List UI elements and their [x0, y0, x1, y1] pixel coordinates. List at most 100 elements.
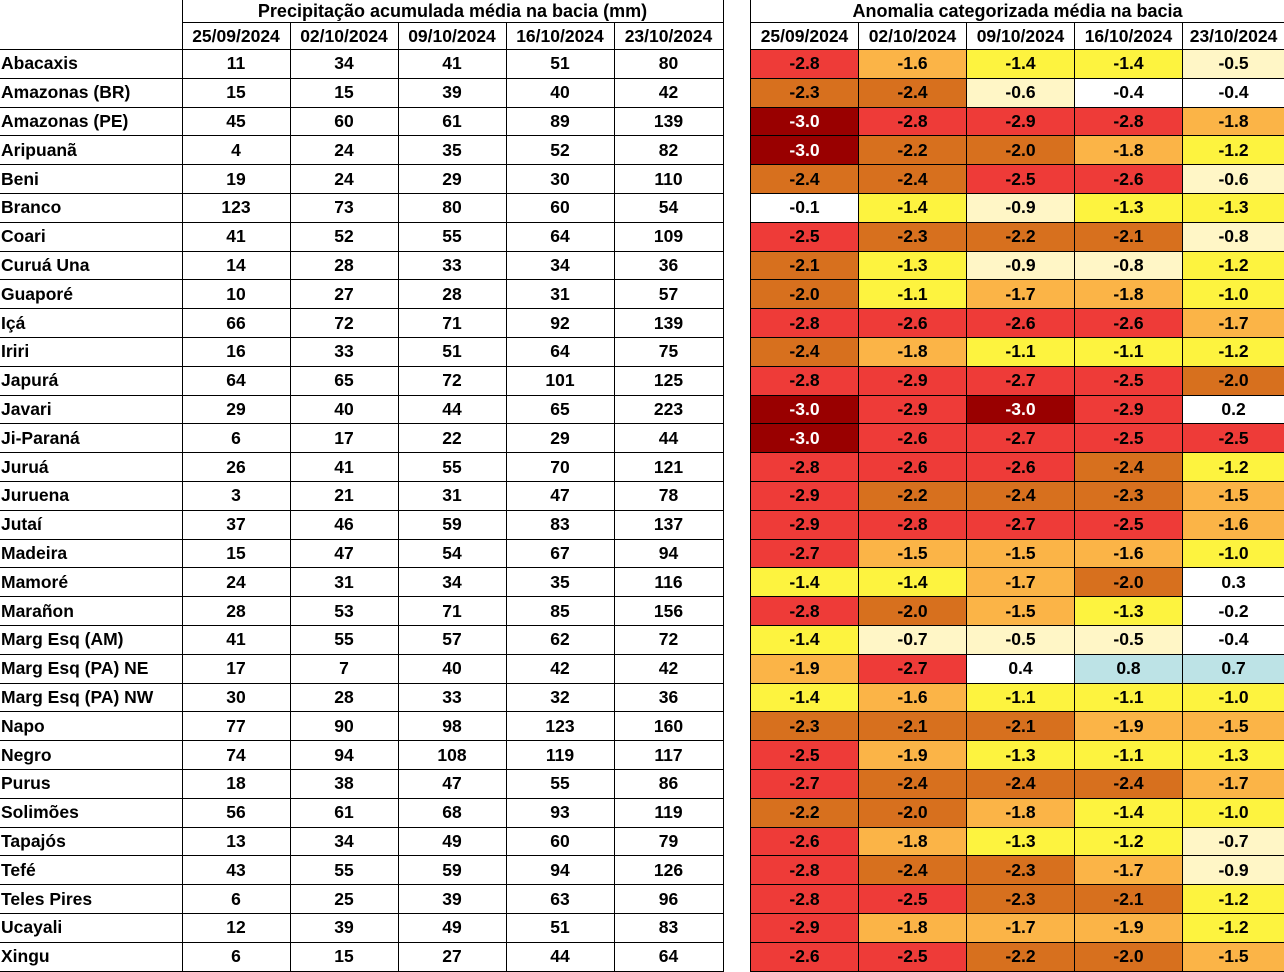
precip-cell: 30 — [506, 165, 614, 194]
precip-date-header: 16/10/2024 — [506, 23, 614, 50]
table-row: -2.3-2.4-0.6-0.4-0.4 — [751, 78, 1284, 107]
anom-date-header: 25/09/2024 — [751, 23, 859, 50]
anomaly-cell: -1.8 — [1183, 107, 1284, 136]
basin-name: Branco — [0, 193, 182, 222]
basin-name: Purus — [0, 769, 182, 798]
precip-cell: 40 — [506, 78, 614, 107]
anomaly-cell: -0.9 — [967, 251, 1075, 280]
anomaly-cell: -2.9 — [967, 107, 1075, 136]
anomaly-cell: -1.3 — [859, 251, 967, 280]
precip-cell: 65 — [506, 395, 614, 424]
table-row: -3.0-2.2-2.0-1.8-1.2 — [751, 136, 1284, 165]
anomaly-cell: -2.1 — [1075, 885, 1183, 914]
table-row: -2.8-2.6-2.6-2.4-1.2 — [751, 453, 1284, 482]
basin-name: Mamoré — [0, 568, 182, 597]
anomaly-cell: 0.8 — [1075, 654, 1183, 683]
anomaly-cell: -0.5 — [1075, 625, 1183, 654]
precip-cell: 94 — [290, 741, 398, 770]
precip-cell: 160 — [614, 712, 723, 741]
precip-cell: 62 — [506, 625, 614, 654]
anomaly-cell: -2.5 — [1183, 424, 1284, 453]
precip-cell: 41 — [182, 222, 290, 251]
anomaly-cell: -2.4 — [967, 769, 1075, 798]
precip-cell: 60 — [290, 107, 398, 136]
anomaly-cell: -2.7 — [967, 510, 1075, 539]
table-row: -2.1-1.3-0.9-0.8-1.2 — [751, 251, 1284, 280]
anomaly-cell: -2.5 — [967, 165, 1075, 194]
basin-name: Marg Esq (PA) NE — [0, 654, 182, 683]
precip-cell: 42 — [506, 654, 614, 683]
precip-cell: 41 — [182, 625, 290, 654]
anomaly-cell: -1.3 — [1075, 193, 1183, 222]
precip-cell: 123 — [182, 193, 290, 222]
anomaly-cell: -1.5 — [967, 597, 1075, 626]
anomaly-cell: -2.1 — [751, 251, 859, 280]
precip-cell: 34 — [506, 251, 614, 280]
anomaly-cell: -2.7 — [859, 654, 967, 683]
anomaly-cell: -1.2 — [1183, 337, 1284, 366]
precip-cell: 71 — [398, 309, 506, 338]
precip-cell: 27 — [290, 280, 398, 309]
anomaly-cell: -1.4 — [1075, 50, 1183, 79]
anomaly-cell: -1.4 — [1075, 798, 1183, 827]
anomaly-cell: -1.5 — [1183, 712, 1284, 741]
anomaly-cell: -1.1 — [967, 337, 1075, 366]
basin-name: Abacaxis — [0, 50, 182, 79]
basin-name: Ji-Paraná — [0, 424, 182, 453]
anomaly-cell: -0.6 — [1183, 165, 1284, 194]
precip-cell: 28 — [290, 251, 398, 280]
precip-cell: 86 — [614, 769, 723, 798]
precip-cell: 139 — [614, 107, 723, 136]
anomaly-cell: -1.0 — [1183, 683, 1284, 712]
anomaly-cell: -1.3 — [1183, 741, 1284, 770]
precip-cell: 29 — [506, 424, 614, 453]
precip-cell: 72 — [614, 625, 723, 654]
precip-cell: 11 — [182, 50, 290, 79]
precip-cell: 65 — [290, 366, 398, 395]
anomaly-cell: -1.3 — [1183, 193, 1284, 222]
anomaly-cell: -1.6 — [859, 50, 967, 79]
anomaly-cell: -1.0 — [1183, 280, 1284, 309]
anomaly-cell: -1.7 — [967, 280, 1075, 309]
precip-cell: 43 — [182, 856, 290, 885]
precip-cell: 61 — [398, 107, 506, 136]
anomaly-cell: -3.0 — [751, 107, 859, 136]
anomaly-cell: -2.5 — [1075, 366, 1183, 395]
anomaly-cell: -0.5 — [1183, 50, 1284, 79]
precip-cell: 92 — [506, 309, 614, 338]
precip-cell: 32 — [506, 683, 614, 712]
precip-cell: 73 — [290, 193, 398, 222]
precip-cell: 15 — [182, 539, 290, 568]
anomaly-cell: -1.8 — [967, 798, 1075, 827]
precip-cell: 37 — [182, 510, 290, 539]
precip-cell: 55 — [506, 769, 614, 798]
basin-name: Madeira — [0, 539, 182, 568]
precip-cell: 64 — [506, 222, 614, 251]
precip-cell: 119 — [506, 741, 614, 770]
precip-cell: 6 — [182, 885, 290, 914]
anomaly-cell: -2.9 — [859, 395, 967, 424]
anomaly-cell: -0.9 — [1183, 856, 1284, 885]
anomaly-cell: -2.4 — [859, 769, 967, 798]
precip-cell: 79 — [614, 827, 723, 856]
anomaly-cell: -1.2 — [1075, 827, 1183, 856]
precip-cell: 21 — [290, 481, 398, 510]
anomaly-cell: -1.2 — [1183, 136, 1284, 165]
precip-cell: 39 — [290, 913, 398, 942]
precip-cell: 28 — [290, 683, 398, 712]
anomaly-cell: -1.2 — [1183, 453, 1284, 482]
corner-blank — [0, 0, 182, 23]
anomaly-cell: -2.5 — [751, 741, 859, 770]
precip-cell: 121 — [614, 453, 723, 482]
anomaly-cell: -0.9 — [967, 193, 1075, 222]
basin-name: Amazonas (PE) — [0, 107, 182, 136]
anomaly-cell: -2.9 — [751, 913, 859, 942]
